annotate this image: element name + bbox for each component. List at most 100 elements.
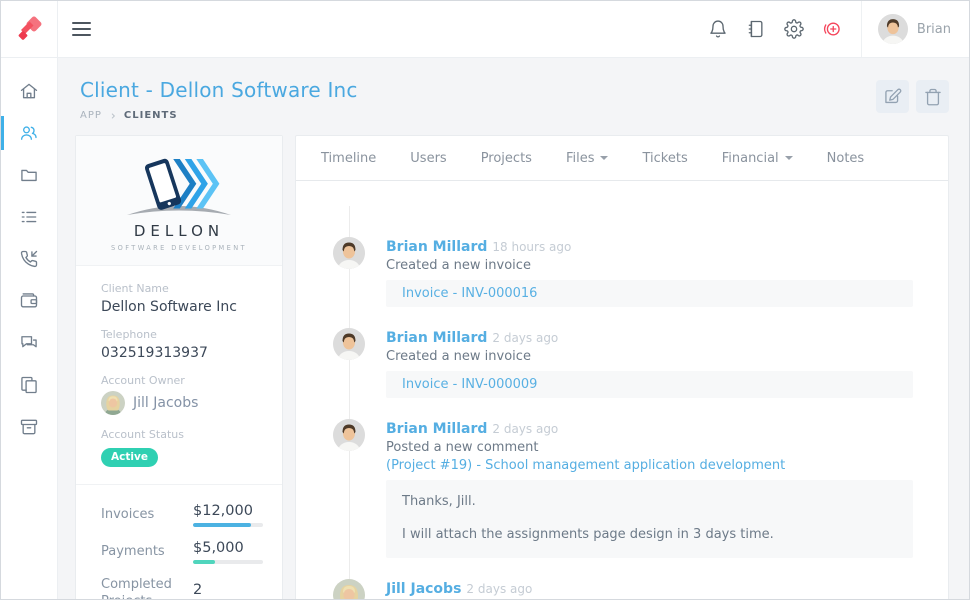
header-actions bbox=[876, 80, 949, 113]
avatar bbox=[333, 328, 365, 360]
stat-row: Payments $5,000 bbox=[101, 540, 263, 564]
avatar bbox=[333, 237, 365, 269]
users-icon bbox=[19, 123, 39, 143]
tab-tickets[interactable]: Tickets bbox=[625, 136, 704, 180]
tab-label: Users bbox=[410, 150, 447, 166]
sidebar-item-documents[interactable] bbox=[1, 364, 57, 406]
avatar bbox=[877, 14, 908, 44]
author-link[interactable]: Jill Jacobs bbox=[386, 580, 462, 597]
bell-icon[interactable] bbox=[703, 14, 733, 44]
chevron-right-icon bbox=[109, 112, 117, 120]
entry-action: Created a new invoice bbox=[386, 258, 531, 273]
chat-icon bbox=[19, 333, 39, 353]
client-logo-name: DELLON bbox=[133, 221, 225, 240]
author-link[interactable]: Brian Millard bbox=[386, 239, 488, 255]
dellon-logo-icon bbox=[127, 158, 231, 215]
field-label: Telephone bbox=[101, 328, 157, 341]
tab-timeline[interactable]: Timeline bbox=[304, 136, 393, 180]
user-menu[interactable]: Brian bbox=[860, 1, 969, 57]
avatar bbox=[333, 578, 365, 599]
field-value: 032519313937 bbox=[101, 345, 208, 361]
sidebar-item-clients[interactable] bbox=[1, 112, 57, 154]
field-label: Client Name bbox=[101, 282, 169, 295]
archive-icon bbox=[19, 417, 39, 437]
tab-files[interactable]: Files bbox=[549, 136, 626, 180]
client-field: Telephone 032519313937 bbox=[101, 328, 257, 361]
field-label: Account Status bbox=[101, 428, 184, 441]
address-book-icon[interactable] bbox=[741, 14, 771, 44]
sidebar-item-calls[interactable] bbox=[1, 238, 57, 280]
field-value: Dellon Software Inc bbox=[101, 299, 237, 315]
page-title: Client - Dellon Software Inc bbox=[80, 78, 358, 102]
edit-button[interactable] bbox=[876, 80, 909, 113]
tab-users[interactable]: Users bbox=[393, 136, 463, 180]
entry-timestamp: 2 days ago bbox=[466, 581, 533, 596]
stat-value: 2 bbox=[193, 581, 203, 598]
entry-action: Posted a new comment bbox=[386, 440, 539, 455]
avatar bbox=[101, 391, 125, 415]
tab-bar: Timeline Users Projects Files Tickets Financi… bbox=[296, 136, 948, 181]
edit-icon bbox=[883, 87, 903, 107]
chevron-down-icon bbox=[600, 156, 609, 160]
breadcrumb-app-link[interactable]: APP bbox=[80, 110, 102, 121]
stat-progress bbox=[193, 560, 263, 564]
stat-progress bbox=[193, 523, 263, 527]
quick-add-icon[interactable] bbox=[817, 14, 847, 44]
sidebar-item-tasks[interactable] bbox=[1, 196, 57, 238]
entry-timestamp: 2 days ago bbox=[492, 422, 559, 436]
invoice-link[interactable]: Invoice - INV-000016 bbox=[386, 280, 913, 307]
author-link[interactable]: Brian Millard bbox=[386, 421, 488, 437]
sidebar-item-projects[interactable] bbox=[1, 154, 57, 196]
author-link[interactable]: Brian Millard bbox=[386, 330, 488, 346]
list-icon bbox=[19, 207, 39, 227]
menu-toggle-button[interactable] bbox=[72, 1, 116, 57]
entry-timestamp: 2 days ago bbox=[492, 331, 559, 345]
phone-incoming-icon bbox=[19, 249, 39, 269]
tab-projects[interactable]: Projects bbox=[464, 136, 549, 180]
wallet-icon bbox=[19, 291, 39, 311]
entry-action: Created a new invoice bbox=[386, 349, 531, 364]
topbar: Brian bbox=[1, 1, 969, 58]
chevron-down-icon bbox=[784, 156, 793, 160]
stat-row: Invoices $12,000 bbox=[101, 503, 263, 527]
client-stats: Invoices $12,000 Payments $5,000 Completed P… bbox=[76, 485, 282, 599]
field-label: Account Owner bbox=[101, 374, 185, 387]
tab-label: Files bbox=[565, 150, 595, 166]
breadcrumb-clients-link[interactable]: CLIENTS bbox=[123, 110, 178, 121]
invoice-link[interactable]: Invoice - INV-000009 bbox=[386, 371, 913, 398]
pages-icon bbox=[19, 375, 39, 395]
status-badge: Active bbox=[101, 448, 158, 467]
breadcrumb: APP CLIENTS bbox=[80, 110, 358, 121]
trash-icon bbox=[923, 87, 943, 107]
client-field: Client Name Dellon Software Inc bbox=[101, 282, 257, 315]
topbar-icons bbox=[703, 1, 861, 57]
client-card: DELLON SOFTWARE DEVELOPMENT Client Name D… bbox=[75, 135, 283, 599]
stat-label: Completed Projects bbox=[101, 577, 172, 599]
entry-timestamp: 18 hours ago bbox=[492, 240, 572, 254]
project-link[interactable]: (Project #19) - School management applic… bbox=[386, 458, 786, 473]
gear-icon[interactable] bbox=[779, 14, 809, 44]
app-logo[interactable] bbox=[1, 1, 58, 57]
timeline-entry: Brian Millard 2 days ago Posted a new comm… bbox=[296, 419, 913, 558]
client-fields: Client Name Dellon Software Inc Telephone 0… bbox=[76, 266, 282, 485]
client-detail-panel: Timeline Users Projects Files Tickets Financi… bbox=[295, 135, 949, 599]
stat-row: Completed Projects 2 bbox=[101, 577, 257, 599]
stat-value: $5,000 bbox=[193, 540, 244, 556]
sidebar-item-home[interactable] bbox=[1, 70, 57, 112]
user-name: Brian bbox=[916, 21, 951, 37]
sidebar-item-messages[interactable] bbox=[1, 322, 57, 364]
tab-financial[interactable]: Financial bbox=[705, 136, 810, 180]
tab-label: Notes bbox=[826, 150, 865, 166]
delete-button[interactable] bbox=[916, 80, 949, 113]
tab-label: Projects bbox=[480, 150, 532, 166]
sidebar-item-payments[interactable] bbox=[1, 280, 57, 322]
tab-notes[interactable]: Notes bbox=[810, 136, 882, 180]
brand-mark-icon bbox=[18, 16, 42, 40]
sidebar-item-archive[interactable] bbox=[1, 406, 57, 448]
home-icon bbox=[19, 81, 39, 101]
timeline: Brian Millard 18 hours ago Created a new i… bbox=[296, 181, 948, 599]
tab-label: Timeline bbox=[321, 150, 377, 166]
page-header: Client - Dellon Software Inc APP CLIENTS bbox=[58, 58, 969, 121]
stat-value: $12,000 bbox=[193, 503, 253, 519]
